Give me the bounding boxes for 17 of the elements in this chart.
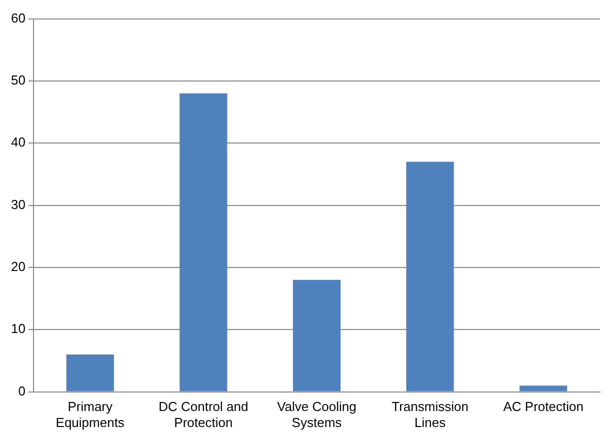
y-tick-label: 0 xyxy=(18,383,26,398)
x-tick-label: Valve Cooling Systems xyxy=(277,399,356,430)
y-tick-label: 20 xyxy=(10,259,26,274)
bar xyxy=(520,386,568,392)
y-tick-label: 40 xyxy=(10,134,26,150)
x-tick-label: AC Protection xyxy=(503,399,584,414)
x-tick-label: Primary Equipments xyxy=(56,399,125,430)
y-tick-label: 10 xyxy=(10,321,26,336)
y-tick-label: 50 xyxy=(10,72,26,88)
x-tick-label: DC Control and Protection xyxy=(158,399,248,430)
bar xyxy=(180,93,228,392)
bar xyxy=(292,280,341,392)
y-tick-label: 60 xyxy=(10,10,26,26)
x-tick-label: Transmission Lines xyxy=(392,399,468,430)
y-tick-label: 30 xyxy=(10,196,26,212)
bar xyxy=(406,162,454,392)
bar xyxy=(66,354,114,392)
